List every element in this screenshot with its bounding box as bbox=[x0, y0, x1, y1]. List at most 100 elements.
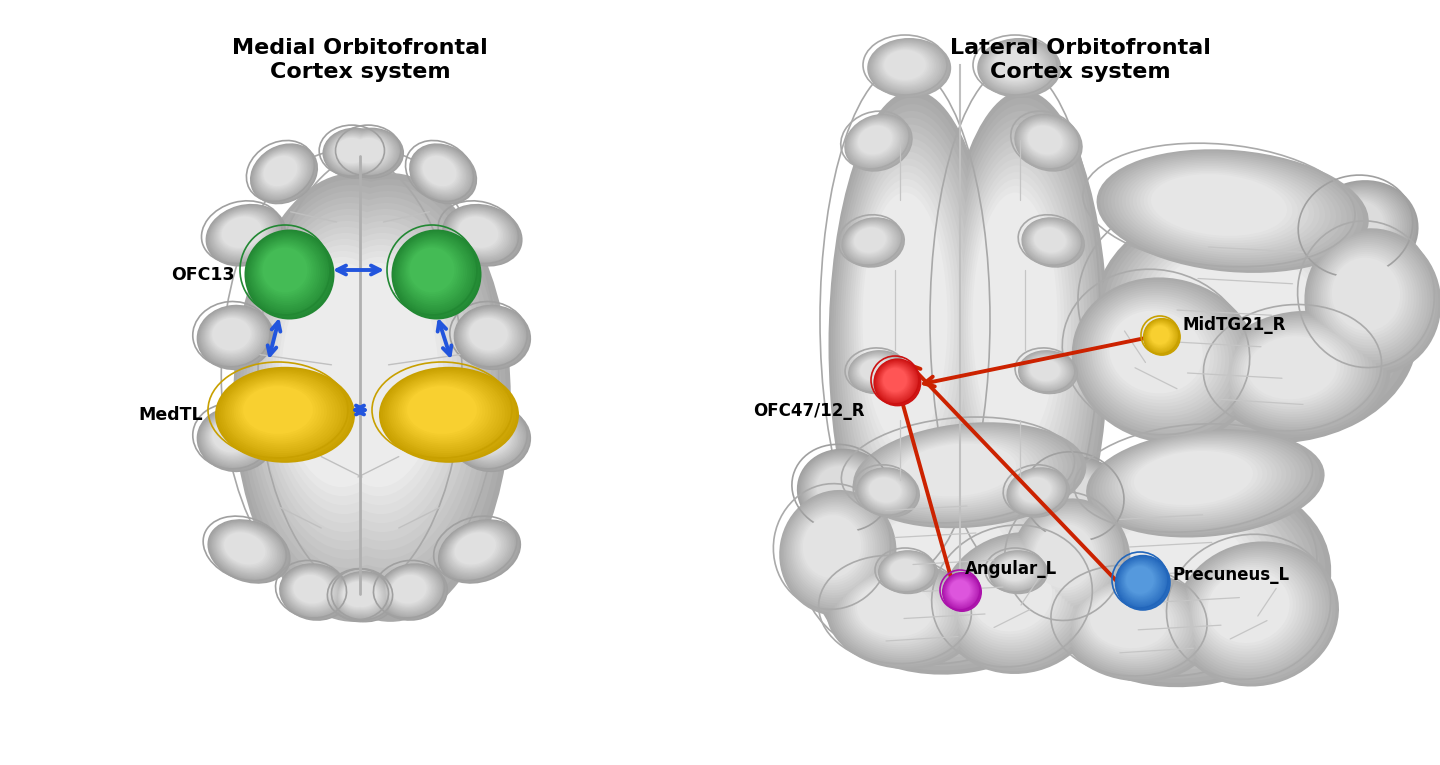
Ellipse shape bbox=[1027, 356, 1064, 385]
Ellipse shape bbox=[1025, 123, 1066, 158]
Ellipse shape bbox=[248, 233, 330, 314]
Ellipse shape bbox=[204, 413, 264, 463]
Ellipse shape bbox=[945, 111, 1099, 570]
Ellipse shape bbox=[848, 350, 909, 394]
Ellipse shape bbox=[881, 366, 910, 395]
Ellipse shape bbox=[461, 311, 520, 361]
Ellipse shape bbox=[1028, 358, 1063, 382]
Ellipse shape bbox=[1011, 470, 1064, 513]
Ellipse shape bbox=[989, 551, 1047, 594]
Ellipse shape bbox=[877, 363, 916, 401]
Ellipse shape bbox=[1048, 474, 1099, 519]
Ellipse shape bbox=[855, 356, 896, 386]
Ellipse shape bbox=[871, 41, 946, 94]
Ellipse shape bbox=[271, 173, 511, 622]
Ellipse shape bbox=[1071, 580, 1197, 669]
Ellipse shape bbox=[1119, 159, 1336, 258]
Ellipse shape bbox=[1116, 556, 1169, 609]
Ellipse shape bbox=[461, 413, 520, 463]
Ellipse shape bbox=[845, 220, 900, 264]
Ellipse shape bbox=[1107, 155, 1352, 265]
Ellipse shape bbox=[1014, 473, 1060, 509]
Ellipse shape bbox=[390, 574, 428, 605]
Ellipse shape bbox=[200, 409, 269, 468]
Ellipse shape bbox=[850, 351, 906, 392]
Ellipse shape bbox=[380, 368, 516, 461]
Ellipse shape bbox=[1020, 350, 1077, 393]
Ellipse shape bbox=[1073, 581, 1192, 666]
Ellipse shape bbox=[449, 528, 504, 571]
Ellipse shape bbox=[793, 505, 876, 593]
Ellipse shape bbox=[1097, 149, 1369, 273]
Ellipse shape bbox=[259, 221, 435, 550]
Ellipse shape bbox=[857, 424, 1081, 526]
Ellipse shape bbox=[386, 571, 433, 610]
Ellipse shape bbox=[1308, 232, 1436, 369]
Ellipse shape bbox=[943, 572, 981, 611]
Ellipse shape bbox=[1015, 474, 1057, 508]
Ellipse shape bbox=[245, 230, 334, 320]
Ellipse shape bbox=[445, 525, 511, 576]
Ellipse shape bbox=[337, 577, 382, 614]
Ellipse shape bbox=[1122, 562, 1159, 600]
Ellipse shape bbox=[212, 522, 284, 578]
Ellipse shape bbox=[863, 426, 1073, 522]
Ellipse shape bbox=[844, 220, 901, 265]
Ellipse shape bbox=[1143, 318, 1181, 356]
Ellipse shape bbox=[334, 575, 386, 617]
Ellipse shape bbox=[799, 451, 891, 532]
Ellipse shape bbox=[264, 156, 298, 186]
Ellipse shape bbox=[439, 520, 520, 582]
Ellipse shape bbox=[441, 522, 516, 580]
Ellipse shape bbox=[1119, 559, 1164, 604]
Ellipse shape bbox=[1099, 435, 1306, 529]
Ellipse shape bbox=[994, 49, 1038, 81]
Ellipse shape bbox=[863, 503, 1021, 620]
Ellipse shape bbox=[1063, 485, 1309, 670]
Ellipse shape bbox=[219, 214, 266, 252]
Ellipse shape bbox=[1236, 327, 1355, 412]
Ellipse shape bbox=[1030, 519, 1102, 596]
Ellipse shape bbox=[852, 422, 1086, 528]
Ellipse shape bbox=[1030, 359, 1060, 381]
Ellipse shape bbox=[1061, 572, 1211, 679]
Ellipse shape bbox=[963, 165, 1071, 488]
Ellipse shape bbox=[782, 493, 891, 610]
Ellipse shape bbox=[1179, 545, 1332, 681]
Ellipse shape bbox=[1047, 474, 1331, 687]
Ellipse shape bbox=[847, 222, 896, 261]
Ellipse shape bbox=[462, 414, 518, 462]
Ellipse shape bbox=[822, 471, 1081, 666]
Ellipse shape bbox=[200, 308, 269, 366]
Ellipse shape bbox=[341, 578, 384, 614]
Ellipse shape bbox=[851, 578, 942, 643]
Ellipse shape bbox=[867, 38, 952, 98]
Ellipse shape bbox=[1228, 323, 1365, 419]
Ellipse shape bbox=[467, 316, 511, 353]
Ellipse shape bbox=[1021, 352, 1074, 392]
Ellipse shape bbox=[1051, 477, 1326, 683]
Ellipse shape bbox=[874, 358, 922, 406]
Ellipse shape bbox=[1009, 469, 1066, 515]
Ellipse shape bbox=[1151, 174, 1287, 236]
Ellipse shape bbox=[1126, 162, 1325, 253]
Ellipse shape bbox=[886, 555, 927, 586]
Ellipse shape bbox=[1024, 220, 1081, 265]
Ellipse shape bbox=[328, 132, 380, 173]
Ellipse shape bbox=[1030, 457, 1128, 544]
Ellipse shape bbox=[1086, 590, 1174, 653]
Ellipse shape bbox=[860, 358, 891, 382]
Ellipse shape bbox=[798, 450, 893, 534]
Ellipse shape bbox=[991, 552, 1043, 591]
Ellipse shape bbox=[788, 498, 884, 603]
Ellipse shape bbox=[996, 556, 1035, 585]
Ellipse shape bbox=[948, 578, 973, 604]
Ellipse shape bbox=[1028, 125, 1063, 155]
Ellipse shape bbox=[1104, 152, 1358, 268]
Ellipse shape bbox=[203, 310, 265, 363]
Ellipse shape bbox=[392, 575, 426, 604]
Ellipse shape bbox=[845, 574, 952, 649]
Ellipse shape bbox=[982, 42, 1053, 92]
Ellipse shape bbox=[467, 418, 511, 455]
Ellipse shape bbox=[1058, 571, 1215, 682]
